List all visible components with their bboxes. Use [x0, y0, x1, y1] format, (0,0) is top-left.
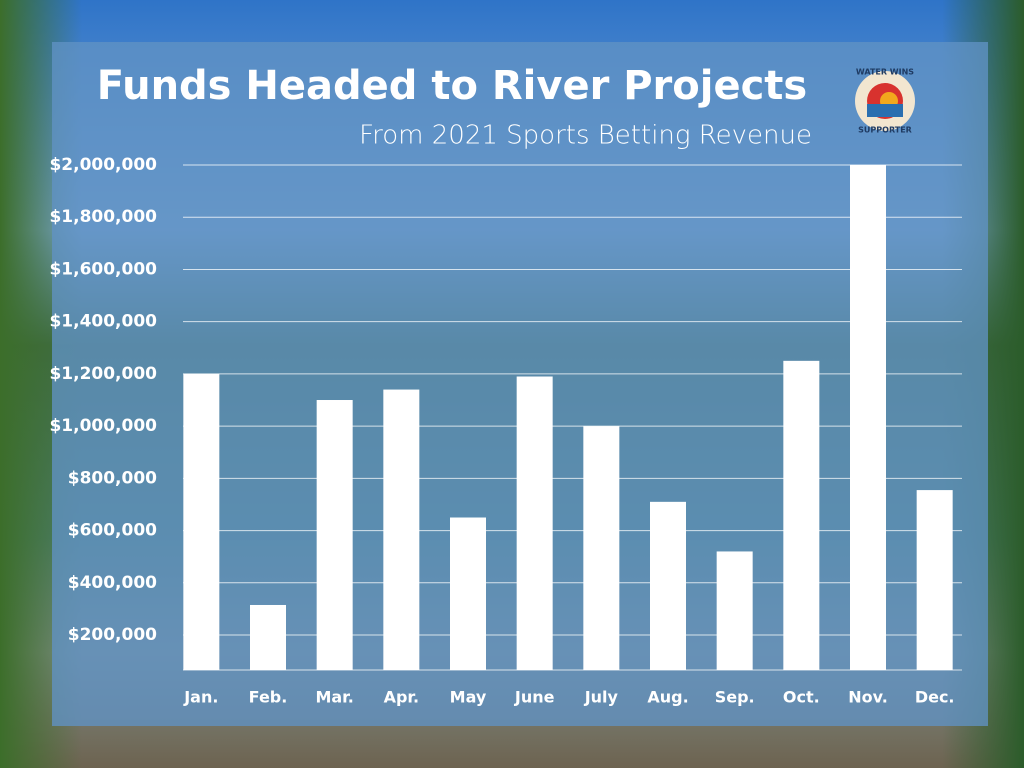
- bar: [583, 426, 620, 670]
- logo: WATER WINS SUPPORTER: [855, 68, 915, 135]
- bar: [783, 360, 820, 670]
- y-tick-label: $400,000: [68, 573, 157, 593]
- y-tick-label: $1,600,000: [49, 259, 157, 279]
- x-tick-label: Apr.: [384, 688, 420, 707]
- x-tick-label: Sep.: [715, 688, 755, 707]
- x-tick-label: Mar.: [315, 688, 353, 707]
- y-tick-label: $1,200,000: [49, 364, 157, 384]
- y-tick-label: $1,400,000: [49, 312, 157, 332]
- x-tick-label: Feb.: [249, 688, 288, 707]
- bar: [850, 165, 886, 670]
- bar: [183, 373, 220, 670]
- y-tick-label: $1,000,000: [49, 416, 157, 436]
- bar: [250, 604, 286, 670]
- bar: [516, 376, 553, 670]
- x-tick-label: Aug.: [647, 688, 688, 707]
- x-tick-label: Dec.: [915, 688, 955, 707]
- x-tick-label: May: [450, 688, 487, 707]
- bar: [450, 517, 486, 670]
- bar: [916, 490, 953, 670]
- x-tick-label: Nov.: [848, 688, 888, 707]
- chart-subtitle: From 2021 Sports Betting Revenue: [359, 121, 812, 151]
- bar: [383, 389, 420, 670]
- logo-top: WATER WINS: [856, 68, 914, 77]
- bar: [716, 551, 753, 670]
- y-tick-label: $1,800,000: [49, 207, 157, 227]
- bar: [316, 400, 353, 670]
- chart-title: Funds Headed to River Projects: [97, 63, 807, 109]
- logo-water: [867, 104, 903, 117]
- x-tick-label: Jan.: [183, 688, 218, 707]
- bar: [650, 501, 686, 670]
- y-tick-label: $600,000: [68, 521, 157, 541]
- x-tick-label: Oct.: [783, 688, 820, 707]
- x-tick-label: July: [584, 688, 619, 707]
- y-tick-label: $2,000,000: [49, 155, 157, 175]
- y-tick-label: $800,000: [68, 468, 157, 488]
- logo-bottom: SUPPORTER: [858, 126, 912, 135]
- x-tick-label: June: [514, 688, 555, 707]
- y-tick-label: $200,000: [68, 625, 157, 645]
